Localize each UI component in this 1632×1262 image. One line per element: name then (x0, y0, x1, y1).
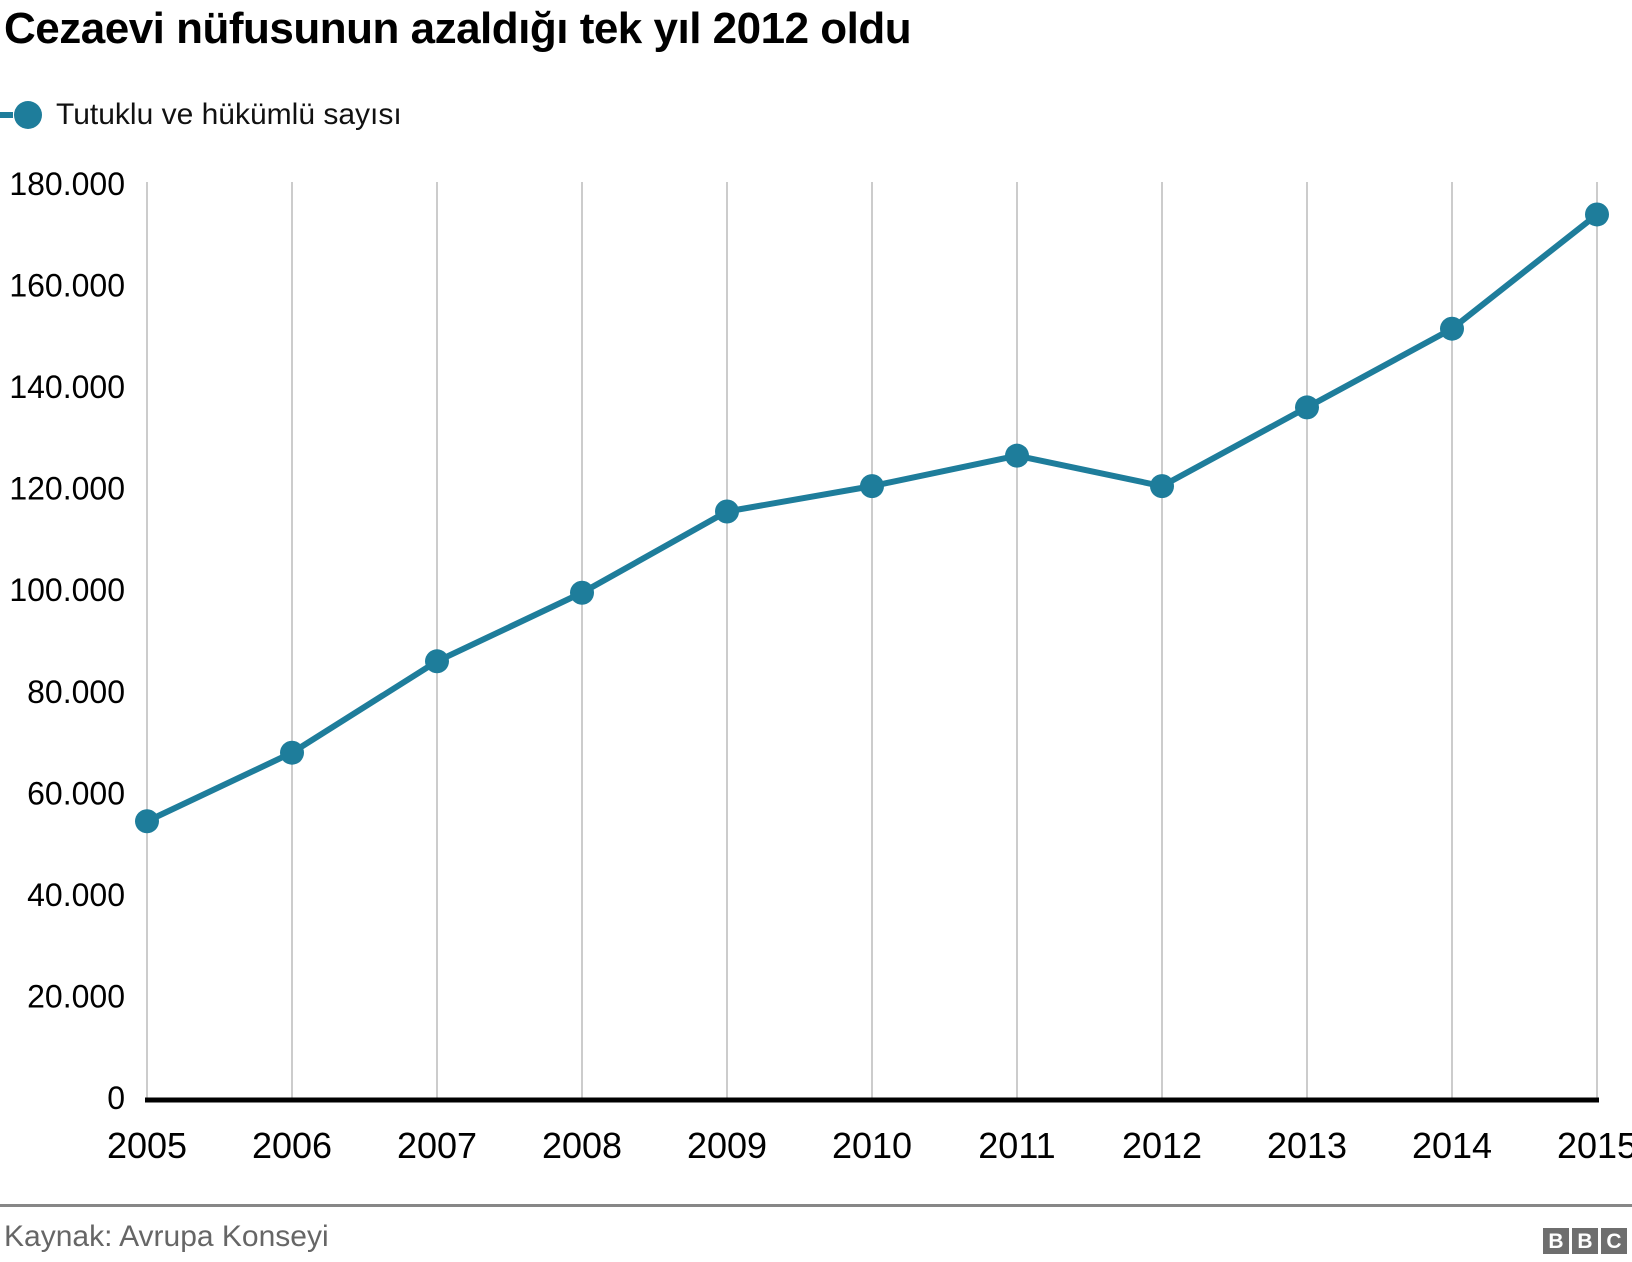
x-tick-label: 2015 (1557, 1125, 1632, 1166)
y-tick-label: 0 (107, 1080, 125, 1116)
y-tick-label: 100.000 (9, 572, 125, 608)
footer-divider (0, 1204, 1632, 1207)
legend-label: Tutuklu ve hükümlü sayısı (56, 98, 402, 131)
data-point (860, 474, 884, 499)
y-tick-label: 120.000 (9, 471, 125, 507)
source-text: Kaynak: Avrupa Konseyi (4, 1220, 329, 1253)
bbc-logo-letter: B (1543, 1228, 1569, 1254)
chart-title: Cezaevi nüfusunun azaldığı tek yıl 2012 … (4, 4, 912, 53)
data-point (425, 649, 449, 674)
y-tick-label: 160.000 (9, 268, 125, 304)
y-tick-label: 40.000 (27, 877, 125, 913)
y-tick-label: 20.000 (27, 978, 125, 1014)
y-tick-label: 60.000 (27, 775, 125, 811)
data-point (135, 809, 159, 834)
data-point (1005, 443, 1029, 468)
x-tick-label: 2010 (832, 1125, 912, 1166)
x-tick-label: 2009 (687, 1125, 767, 1166)
x-tick-label: 2013 (1267, 1125, 1347, 1166)
y-tick-label: 140.000 (9, 369, 125, 405)
x-tick-label: 2014 (1412, 1125, 1492, 1166)
legend: Tutuklu ve hükümlü sayısı (0, 96, 402, 134)
legend-marker-icon (0, 101, 42, 129)
data-point (1585, 202, 1609, 227)
x-tick-label: 2008 (542, 1125, 622, 1166)
data-point (1295, 395, 1319, 420)
data-point (715, 499, 739, 524)
data-point (1150, 474, 1174, 499)
x-tick-label: 2011 (978, 1125, 1055, 1166)
x-tick-label: 2005 (107, 1125, 187, 1166)
bbc-logo-letter: B (1572, 1228, 1598, 1254)
x-tick-label: 2007 (397, 1125, 477, 1166)
y-tick-label: 80.000 (27, 674, 125, 710)
data-point (1440, 316, 1464, 341)
x-tick-label: 2012 (1122, 1125, 1202, 1166)
bbc-logo: B B C (1543, 1228, 1627, 1254)
y-tick-label: 180.000 (9, 166, 125, 202)
data-point (570, 580, 594, 605)
line-chart: 0 20.000 40.000 60.000 80.000 100.000 120.000 1… (9, 166, 1632, 1166)
data-point (280, 740, 304, 765)
x-tick-label: 2006 (252, 1125, 332, 1166)
bbc-logo-letter: C (1601, 1228, 1627, 1254)
